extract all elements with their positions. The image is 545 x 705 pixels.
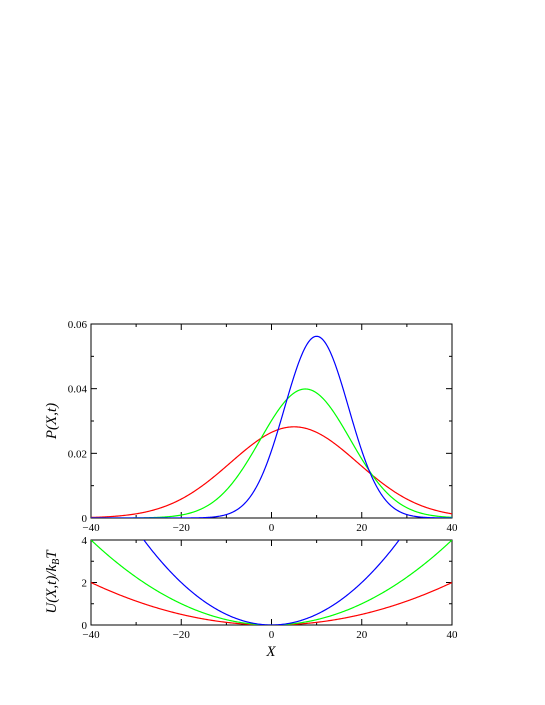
x-tick-label: 40 bbox=[447, 629, 459, 641]
x-tick-label: 20 bbox=[356, 629, 368, 641]
y-tick-label: 0.02 bbox=[68, 448, 87, 460]
top-x-tick-labels: −40 −20 0 20 40 bbox=[82, 522, 458, 534]
x-tick-label: −20 bbox=[173, 629, 191, 641]
x-tick-label: −40 bbox=[82, 522, 100, 534]
bottom-x-tick-labels: −40 −20 0 20 40 bbox=[82, 629, 458, 641]
bottom-plot-frame bbox=[90, 539, 453, 626]
top-ticks bbox=[90, 323, 453, 519]
bottom-y-tick-labels: 0 2 4 bbox=[82, 535, 88, 632]
x-tick-label: 0 bbox=[269, 629, 275, 641]
bottom-ticks bbox=[90, 539, 453, 626]
x-tick-label: −20 bbox=[173, 522, 191, 534]
top-y-tick-labels: 0 0.02 0.04 0.06 bbox=[68, 319, 88, 525]
y-tick-label: 4 bbox=[82, 535, 88, 547]
top-series-line-2 bbox=[91, 388, 452, 518]
bottom-curves bbox=[91, 540, 452, 625]
y-tick-label: 0 bbox=[82, 620, 88, 632]
top-series-line-1 bbox=[91, 426, 452, 518]
bottom-series-line-3 bbox=[143, 540, 400, 625]
x-tick-label: −40 bbox=[82, 629, 100, 641]
x-tick-label: 0 bbox=[269, 522, 275, 534]
x-tick-label: 40 bbox=[447, 522, 459, 534]
y-tick-label: 0.06 bbox=[68, 319, 88, 331]
top-series-line-3 bbox=[91, 335, 452, 518]
y-tick-label: 0 bbox=[82, 513, 88, 525]
bottom-series-line-1 bbox=[91, 581, 452, 625]
bottom-y-axis-label: U(X,t)/kBT bbox=[44, 549, 62, 614]
probability-panel: −40 −20 0 20 40 0 0.02 0.04 0.06 P(X,t) bbox=[44, 319, 458, 534]
potential-panel: −40 −20 0 20 40 0 2 4 U(X,t)/kBT X bbox=[44, 535, 458, 660]
bottom-series-line-2 bbox=[91, 540, 452, 625]
y-tick-label: 2 bbox=[82, 578, 88, 590]
top-curves bbox=[91, 335, 452, 518]
y-tick-label: 0.04 bbox=[68, 384, 88, 396]
top-y-axis-label: P(X,t) bbox=[44, 403, 60, 440]
bottom-x-axis-label: X bbox=[265, 644, 276, 660]
x-tick-label: 20 bbox=[356, 522, 368, 534]
